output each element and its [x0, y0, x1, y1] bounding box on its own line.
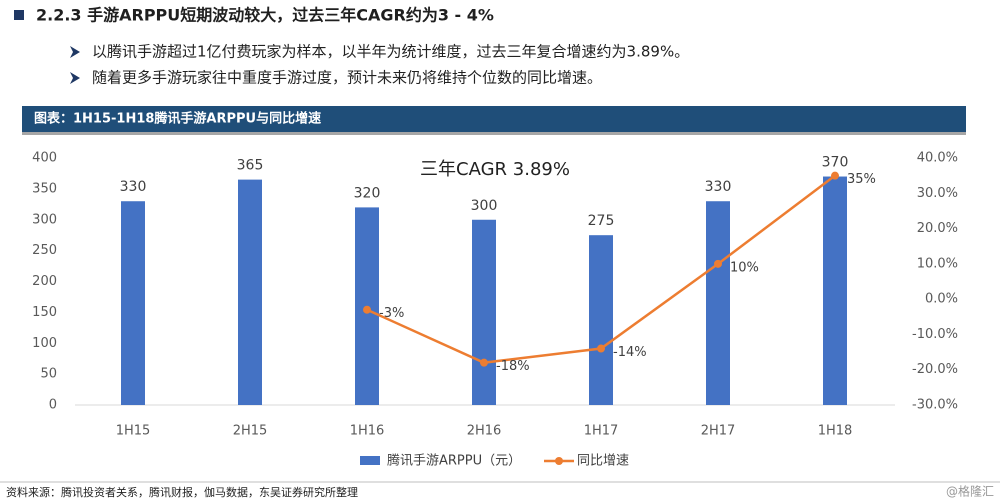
y-tick-label: 0 [49, 398, 57, 413]
bar [589, 235, 613, 405]
y2-tick-label: 30.0% [917, 186, 958, 201]
banner-shadow [22, 132, 966, 135]
legend-swatch [360, 456, 380, 465]
x-tick-label: 2H17 [701, 424, 736, 439]
y2-tick-label: -10.0% [912, 327, 958, 342]
y-tick-label: 250 [32, 243, 57, 258]
data-label: 320 [354, 185, 381, 201]
line-point [363, 305, 371, 314]
data-label: -3% [379, 306, 404, 321]
data-label: 10% [730, 260, 759, 275]
x-tick-label: 1H17 [584, 424, 619, 439]
bar [472, 219, 496, 405]
bullet-icon [70, 72, 80, 84]
slide-title: 2.2.3 手游ARPPU短期波动较大，过去三年CAGR约为3 - 4% [36, 6, 494, 25]
bar [823, 176, 847, 405]
y-tick-label: 350 [32, 181, 57, 196]
data-label: 330 [120, 179, 147, 195]
x-tick-label: 1H18 [818, 424, 853, 439]
line-point [480, 358, 488, 367]
source: 资料来源：腾讯投资者关系，腾讯财报，伽马数据，东吴证券研究所整理 [6, 485, 358, 499]
data-label: 330 [705, 179, 732, 195]
data-label: 275 [588, 213, 615, 229]
y-tick-label: 300 [32, 212, 57, 227]
bar [238, 179, 262, 405]
line-point [597, 344, 605, 353]
y-tick-label: 150 [32, 305, 57, 320]
y-tick-label: 100 [32, 336, 57, 351]
data-label: -14% [613, 345, 647, 360]
data-label: 300 [471, 198, 498, 214]
title-square [14, 10, 24, 20]
y2-tick-label: -20.0% [912, 362, 958, 377]
y2-tick-label: 10.0% [917, 256, 958, 271]
watermark: @格隆汇 [946, 484, 994, 499]
bullet: 随着更多手游玩家往中重度手游过度，预计未来仍将维持个位数的同比增速。 [92, 69, 602, 87]
legend-label: 同比增速 [577, 454, 629, 469]
line-point [831, 171, 839, 180]
line-point [714, 259, 722, 268]
data-label: 35% [847, 172, 876, 187]
x-tick-label: 2H16 [467, 424, 502, 439]
bullet-icon [70, 46, 80, 58]
y-tick-label: 50 [40, 367, 57, 382]
data-label: -18% [496, 359, 530, 374]
y2-tick-label: 0.0% [925, 292, 958, 307]
y-tick-label: 200 [32, 274, 57, 289]
bar [121, 201, 145, 405]
bar [706, 201, 730, 405]
x-tick-label: 1H15 [116, 424, 151, 439]
banner-text: 图表：1H15-1H18腾讯手游ARPPU与同比增速 [34, 111, 321, 127]
legend-swatch [555, 457, 563, 465]
bullet: 以腾讯手游超过1亿付费玩家为样本，以半年为统计维度，过去三年复合增速约为3.89… [92, 43, 689, 61]
y2-tick-label: 20.0% [917, 221, 958, 236]
data-label: 370 [822, 155, 849, 171]
annotation: 三年CAGR 3.89% [420, 159, 570, 180]
x-tick-label: 2H15 [233, 424, 268, 439]
y2-tick-label: 40.0% [917, 151, 958, 166]
data-label: 365 [237, 158, 264, 174]
legend-label: 腾讯手游ARPPU（元） [387, 453, 521, 469]
banner [22, 106, 966, 132]
y2-tick-label: -30.0% [912, 398, 958, 413]
x-tick-label: 1H16 [350, 424, 385, 439]
y-tick-label: 400 [32, 151, 57, 166]
